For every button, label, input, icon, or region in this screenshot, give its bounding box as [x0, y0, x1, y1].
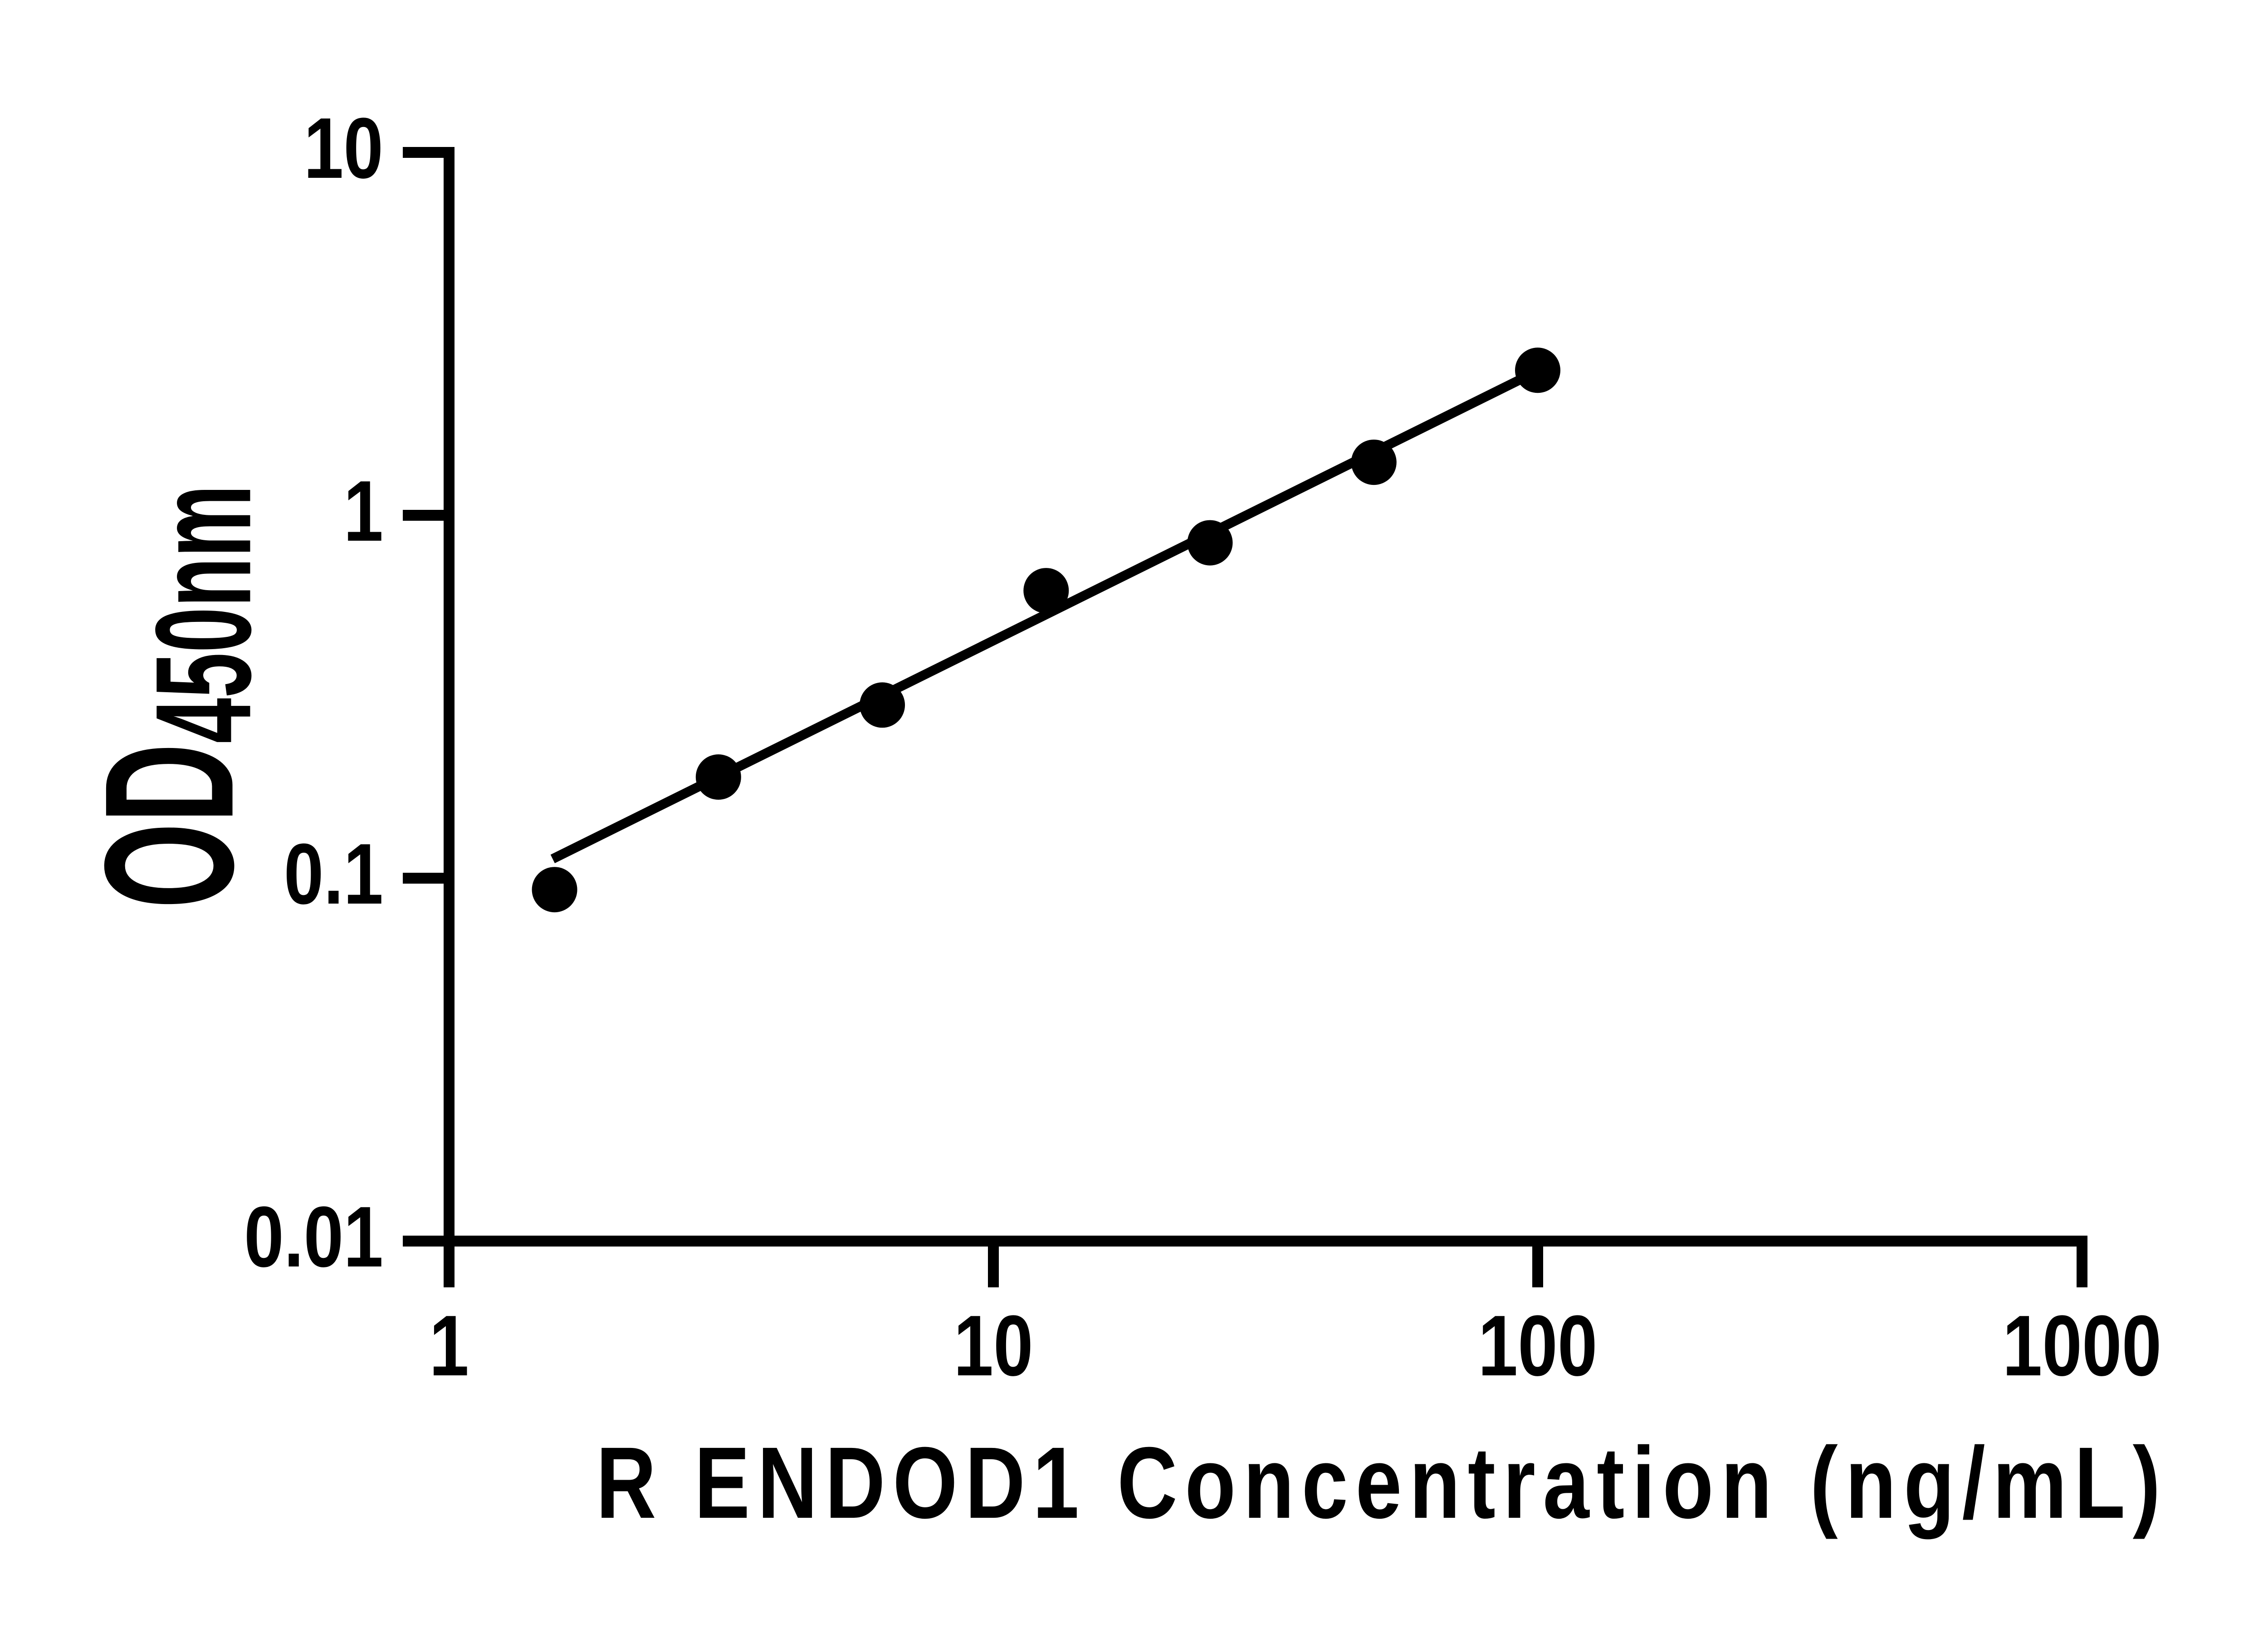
y-tick-label: 0.01	[244, 1189, 383, 1285]
data-point-marker	[695, 754, 741, 800]
y-tick	[403, 1236, 444, 1247]
y-tick	[403, 147, 444, 158]
x-axis-title: R ENDOD1 Concentration (ng/mL)	[596, 1426, 2168, 1540]
data-point-marker	[1351, 440, 1397, 485]
y-axis-title-main: OD	[66, 743, 272, 909]
y-axis-title-subscript: 450nm	[127, 484, 279, 743]
x-tick-label: 100	[1478, 1298, 1598, 1394]
data-point-marker	[1515, 347, 1560, 393]
x-tick	[1532, 1247, 1543, 1287]
y-tick-label: 10	[303, 100, 383, 196]
x-tick-label: 10	[953, 1298, 1033, 1394]
x-tick	[2077, 1247, 2087, 1287]
data-point-marker	[860, 682, 905, 728]
x-tick	[444, 1247, 455, 1287]
y-tick-label: 0.1	[284, 826, 383, 922]
data-point-marker	[1187, 520, 1233, 566]
y-tick	[403, 873, 444, 884]
y-axis-line	[444, 147, 455, 1247]
data-point-marker	[532, 867, 577, 913]
x-tick-label: 1000	[2002, 1298, 2162, 1394]
y-axis-title: OD450nm	[66, 484, 295, 909]
y-tick	[403, 510, 444, 521]
x-axis-line	[444, 1236, 2087, 1247]
y-tick-label: 1	[343, 463, 383, 559]
x-tick-label: 1	[429, 1298, 469, 1394]
x-tick	[988, 1247, 999, 1287]
data-point-marker	[1023, 568, 1069, 614]
